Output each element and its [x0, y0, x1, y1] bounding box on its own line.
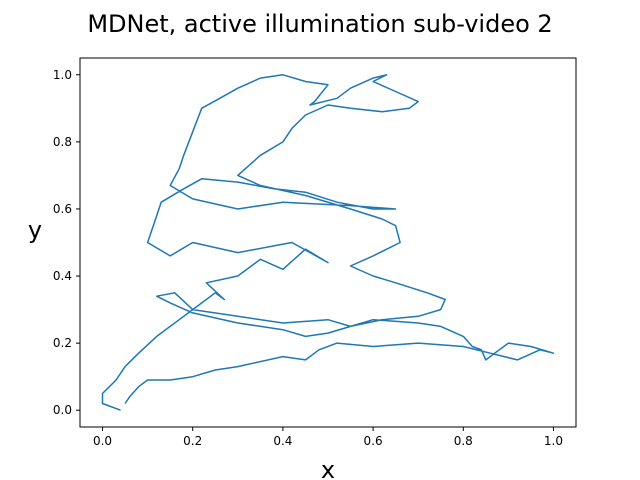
plot-frame: [79, 57, 577, 428]
y-tick-label: 0.8: [53, 135, 72, 149]
x-tick-label: 0.6: [364, 434, 383, 448]
trajectory-line: [101, 74, 555, 411]
y-tick-label: 0.0: [53, 403, 72, 417]
x-tick-label: 0.4: [273, 434, 292, 448]
y-tick-label: 0.6: [53, 202, 72, 216]
x-tick-label: 0.0: [93, 434, 112, 448]
x-tick-label: 1.0: [544, 434, 563, 448]
y-tick-label: 0.4: [53, 269, 72, 283]
x-tick-label: 0.8: [454, 434, 473, 448]
y-tick-label: 1.0: [53, 68, 72, 82]
chart-title: MDNet, active illumination sub-video 2: [87, 10, 552, 38]
x-axis-label: x: [321, 456, 335, 480]
x-tick-label: 0.2: [183, 434, 202, 448]
y-axis-label: y: [28, 216, 42, 244]
y-tick-label: 0.2: [53, 336, 72, 350]
